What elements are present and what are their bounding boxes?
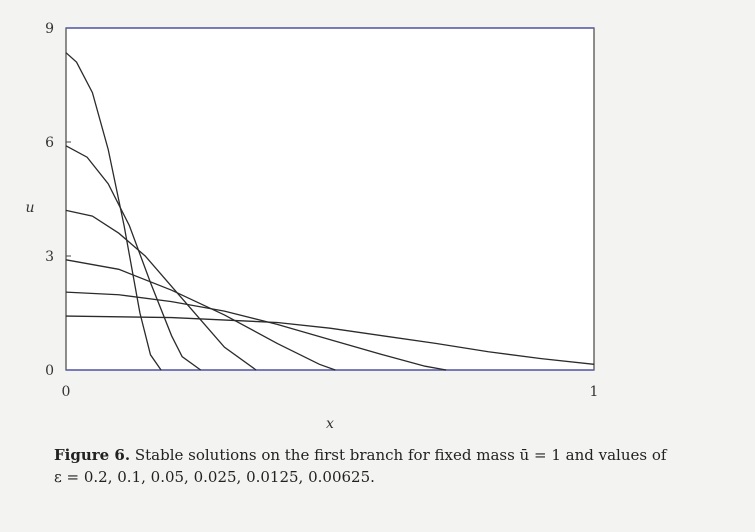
y-tick-label-0: 0: [45, 363, 54, 379]
caption-figure-label: Figure 6.: [54, 446, 131, 464]
x-tick-label-0: 0: [62, 384, 71, 400]
caption-text: Stable solutions on the first branch for…: [134, 446, 667, 464]
caption-line-2: ε = 0.2, 0.1, 0.05, 0.025, 0.0125, 0.006…: [54, 468, 375, 486]
series-line-4: [65, 259, 336, 371]
ticks-group: 0 3 6 9 0 1: [45, 21, 598, 400]
series-line-3: [65, 209, 257, 371]
x-axis-label: x: [326, 416, 334, 432]
caption-line-1: Figure 6. Stable solutions on the first …: [54, 444, 754, 466]
figure-caption: Figure 6. Stable solutions on the first …: [54, 444, 754, 488]
y-tick-label-6: 6: [45, 135, 54, 151]
series-line-5: [65, 291, 447, 371]
y-axis-label: u: [25, 200, 34, 216]
y-tick-label-9: 9: [45, 21, 54, 37]
series-group: [65, 52, 595, 371]
x-tick-label-1: 1: [590, 384, 599, 400]
plot-frame: [65, 27, 595, 371]
series-line-1: [65, 52, 162, 371]
series-line-2: [65, 145, 202, 371]
y-tick-label-3: 3: [45, 249, 54, 265]
series-line-6: [65, 315, 595, 365]
line-chart: 0 3 6 9 0 1 u x: [25, 21, 598, 432]
